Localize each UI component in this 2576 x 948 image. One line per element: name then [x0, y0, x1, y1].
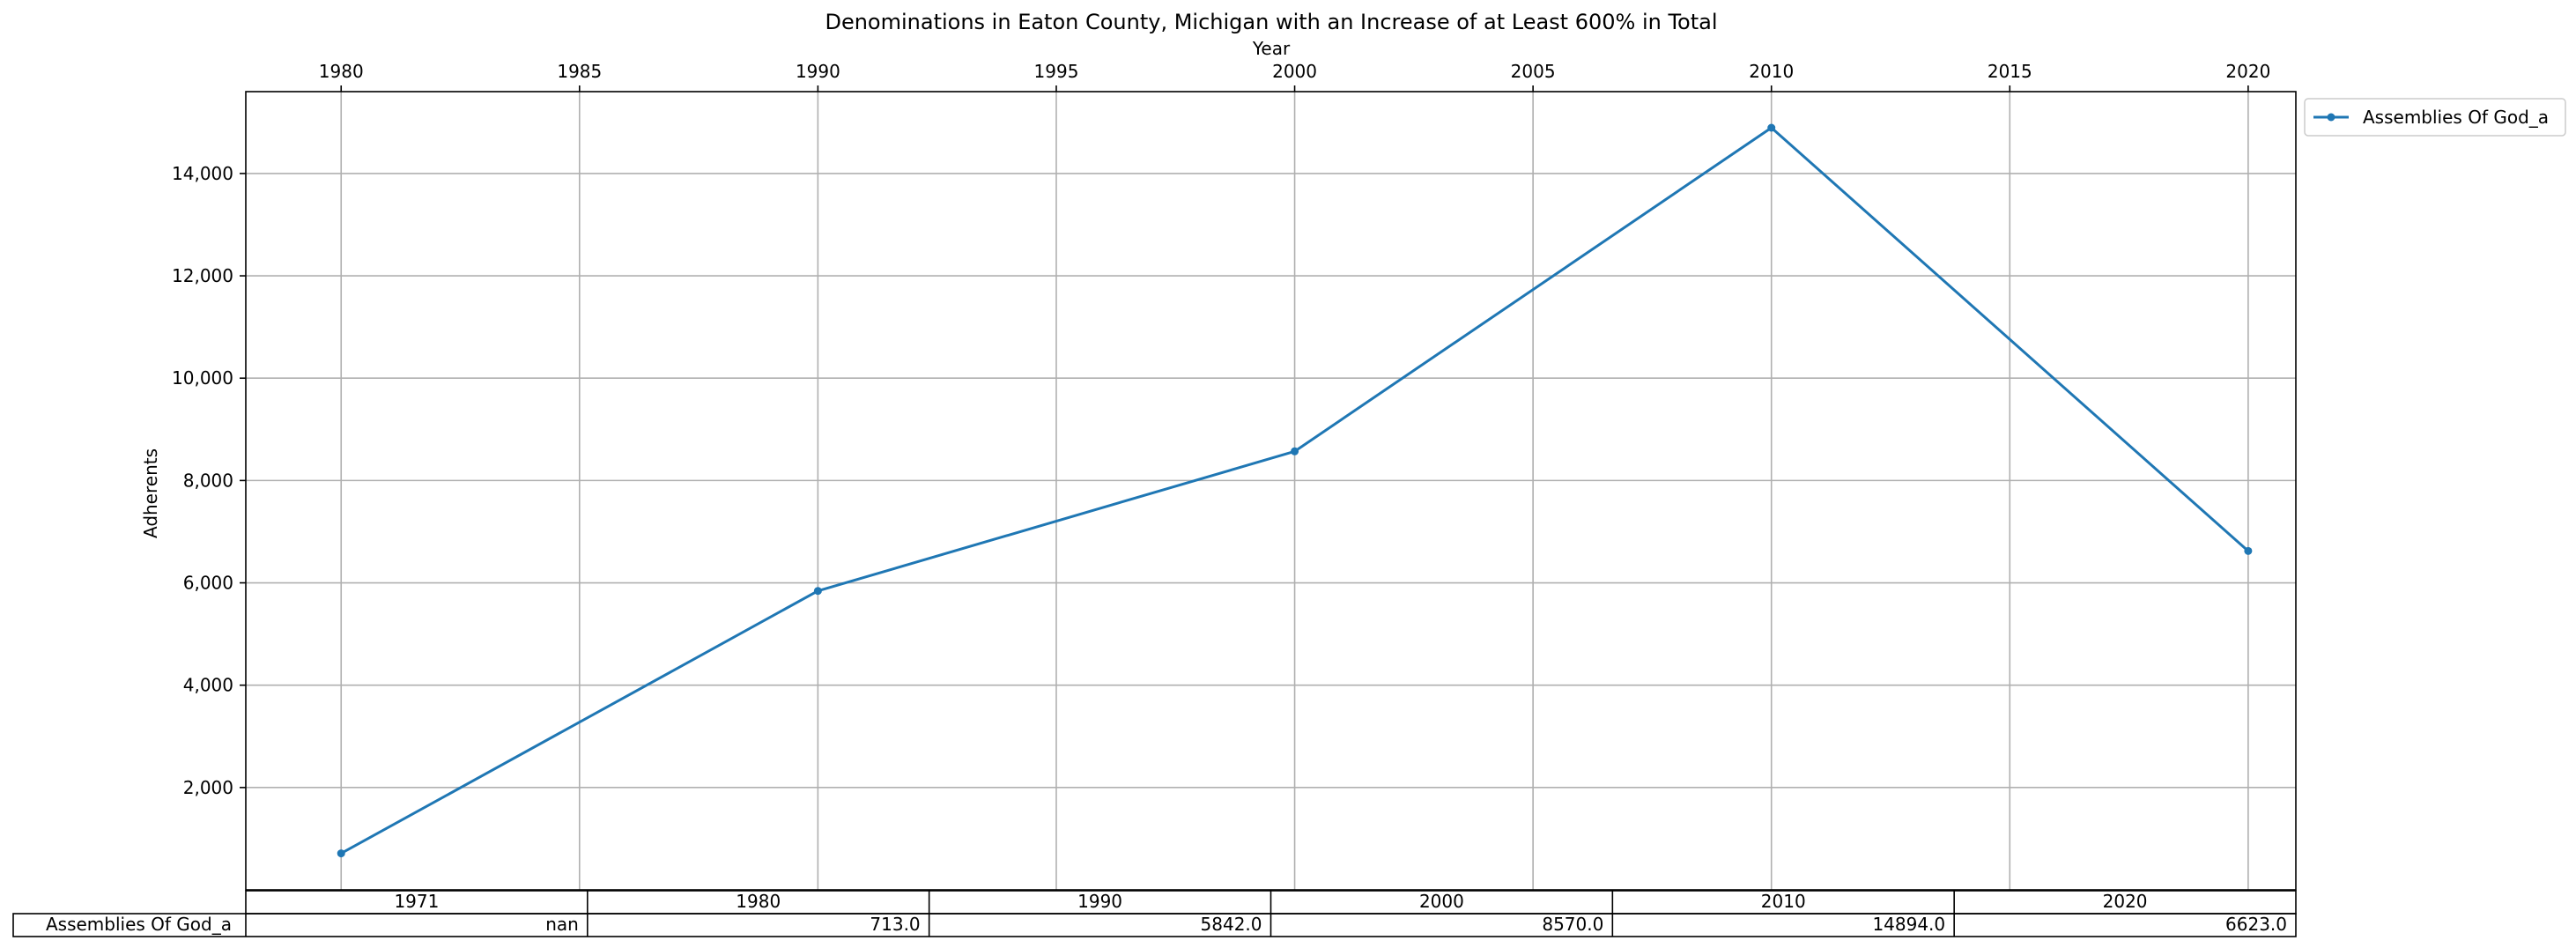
y-tick-label: 4,000 — [183, 675, 233, 696]
x-tick-label: 1985 — [557, 61, 602, 82]
y-tick-label: 8,000 — [183, 470, 233, 491]
table-cell: 713.0 — [870, 914, 920, 935]
x-tick-label: 1995 — [1034, 61, 1079, 82]
data-table: 1971 1980 1990 2000 2010 2020 Assemblies Of Go… — [12, 890, 2297, 937]
data-point — [813, 587, 822, 596]
table-column-header: 2010 — [1761, 891, 1806, 912]
series-layer — [337, 123, 2253, 858]
y-axis-label: Adherents — [140, 448, 161, 538]
data-point — [337, 849, 345, 858]
chart-title: Denominations in Eaton County, Michigan … — [825, 10, 1717, 34]
x-axis-label: Year — [1252, 38, 1291, 59]
table-cell: 5842.0 — [1201, 914, 1262, 935]
table-column-header: 1980 — [736, 891, 781, 912]
table-cell: nan — [545, 914, 579, 935]
x-tick-label: 2000 — [1272, 61, 1317, 82]
grid — [246, 92, 2296, 890]
table-column-header: 1990 — [1077, 891, 1122, 912]
table-row — [12, 913, 2297, 937]
table-cell: 14894.0 — [1872, 914, 1945, 935]
y-tick-label: 2,000 — [183, 777, 233, 798]
table-column-header: 2020 — [2103, 891, 2148, 912]
x-tick-label: 2005 — [1511, 61, 1556, 82]
x-tick-label: 2015 — [1988, 61, 2032, 82]
axis-ticks: 1980 1985 1990 1995 2000 2005 2010 2015 2020 2,00… — [172, 61, 2270, 798]
table-cell: 6623.0 — [2225, 914, 2287, 935]
data-point — [1767, 123, 1776, 132]
table-column-header: 1971 — [394, 891, 439, 912]
y-tick-label: 6,000 — [183, 573, 233, 594]
legend-frame — [2304, 98, 2566, 137]
table-column-header: 2000 — [1419, 891, 1464, 912]
data-point — [2244, 546, 2253, 555]
data-point — [1291, 447, 1299, 455]
legend-marker — [2327, 113, 2335, 122]
y-tick-label: 10,000 — [172, 367, 233, 389]
legend-label: Assemblies Of God_a — [2363, 107, 2549, 128]
x-tick-label: 1990 — [796, 61, 840, 82]
x-tick-label: 1980 — [319, 61, 364, 82]
table-cell: 8570.0 — [1542, 914, 1603, 935]
y-tick-label: 14,000 — [172, 163, 233, 184]
plot-frame — [245, 91, 2297, 891]
table-row-label: Assemblies Of God_a — [46, 914, 232, 935]
legend: Assemblies Of God_a — [2304, 98, 2566, 137]
x-tick-label: 2020 — [2225, 61, 2270, 82]
y-tick-label: 12,000 — [172, 265, 233, 286]
x-tick-label: 2010 — [1749, 61, 1794, 82]
